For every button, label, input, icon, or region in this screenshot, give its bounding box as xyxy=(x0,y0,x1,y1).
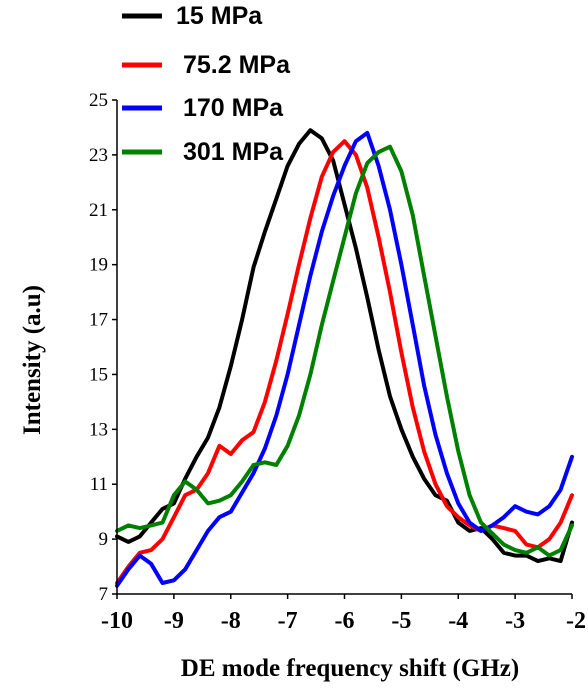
y-tick-label: 11 xyxy=(90,474,108,495)
y-tick-label: 15 xyxy=(89,364,108,385)
legend-label-3: 170 MPa xyxy=(183,94,284,122)
axes: 7 9 11 13 15 17 19 21 23 25 -10 -9 -8 -7 -6 -5 -4 -3 -2 xyxy=(89,90,586,634)
y-tick-label: 21 xyxy=(89,200,108,221)
x-tick-label: -6 xyxy=(335,608,355,634)
y-tick-label: 7 xyxy=(99,584,109,605)
x-tick-label: -3 xyxy=(505,608,525,634)
x-tick-label: -5 xyxy=(391,608,411,634)
x-tick-label: -9 xyxy=(164,608,184,634)
y-tick-label: 23 xyxy=(89,145,108,166)
y-tick-label: 17 xyxy=(89,310,108,331)
series-layer xyxy=(115,128,574,588)
x-tick-label: -4 xyxy=(448,608,468,634)
series-line-1 xyxy=(115,128,574,564)
x-tick-label: -10 xyxy=(101,608,133,634)
y-axis-label: Intensity (a.u) xyxy=(19,285,46,435)
y-tick-label: 19 xyxy=(89,255,108,276)
series-line-4 xyxy=(115,144,574,558)
series-line-2 xyxy=(115,139,574,585)
x-tick-label: -2 xyxy=(566,608,586,634)
x-tick-label: -7 xyxy=(278,608,298,634)
x-tick-label: -8 xyxy=(221,608,241,634)
legend: 15 MPa 75.2 MPa 170 MPa 301 MPa xyxy=(122,2,291,166)
legend-label-4: 301 MPa xyxy=(183,138,284,166)
y-tick-label: 13 xyxy=(89,419,108,440)
series-line-3 xyxy=(115,130,574,588)
legend-label-1: 15 MPa xyxy=(176,2,263,30)
y-tick-label: 9 xyxy=(99,529,109,550)
legend-label-2: 75.2 MPa xyxy=(183,51,291,79)
y-tick-label: 25 xyxy=(89,90,108,111)
x-axis-label: DE mode frequency shift (GHz) xyxy=(181,655,519,682)
